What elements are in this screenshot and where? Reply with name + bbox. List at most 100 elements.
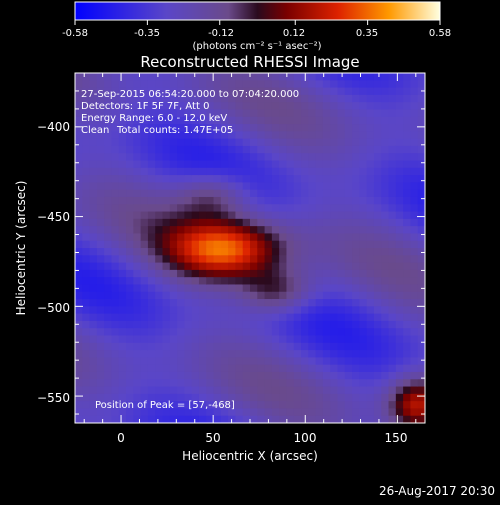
heatmap-cell <box>242 226 251 234</box>
heatmap-cell <box>337 255 346 264</box>
heatmap-cell <box>191 328 200 336</box>
heatmap-cell <box>410 255 419 264</box>
heatmap-cell <box>315 306 324 315</box>
heatmap-cell <box>118 124 127 132</box>
heatmap-cell <box>82 182 91 191</box>
heatmap-cell <box>395 269 404 278</box>
heatmap-cell <box>140 124 149 132</box>
heatmap-cell <box>104 299 112 307</box>
heatmap-cell <box>410 291 419 300</box>
heatmap-cell <box>133 233 142 242</box>
heatmap-cell <box>220 277 229 285</box>
heatmap-cell <box>184 196 193 205</box>
heatmap-cell <box>206 196 215 205</box>
heatmap-cell <box>177 87 185 96</box>
heatmap-cell <box>264 291 273 300</box>
heatmap-cell <box>213 335 222 344</box>
heatmap-cell <box>293 284 302 293</box>
heatmap-cell <box>322 357 331 366</box>
heatmap-cell <box>301 124 309 132</box>
heatmap-cell <box>286 393 295 402</box>
heatmap-cell <box>96 182 105 191</box>
heatmap-cell <box>257 226 266 234</box>
heatmap-cell <box>286 364 295 373</box>
heatmap-cell <box>191 94 200 103</box>
heatmap-cell <box>301 138 309 147</box>
heatmap-cell <box>279 277 287 285</box>
heatmap-cell <box>352 167 360 176</box>
heatmap-cell <box>104 182 112 191</box>
heatmap-cell <box>286 357 295 366</box>
heatmap-cell <box>330 73 338 81</box>
heatmap-cell <box>242 335 251 344</box>
heatmap-cell <box>82 131 91 140</box>
heatmap-cell <box>235 408 244 417</box>
heatmap-cell <box>191 262 200 271</box>
heatmap-cell <box>133 357 142 366</box>
heatmap-cell <box>373 291 382 300</box>
heatmap-cell <box>75 357 83 366</box>
heatmap-cell <box>352 408 360 417</box>
heatmap-cell <box>293 160 302 169</box>
heatmap-cell <box>417 175 426 183</box>
heatmap-cell <box>381 291 390 300</box>
heatmap-cell <box>155 277 163 285</box>
heatmap-cell <box>104 335 112 344</box>
heatmap-cell <box>111 109 120 118</box>
heatmap-cell <box>89 262 98 271</box>
heatmap-cell <box>286 189 295 198</box>
heatmap-cell <box>373 364 382 373</box>
heatmap-cell <box>177 167 185 176</box>
heatmap-cell <box>410 204 419 213</box>
heatmap-cell <box>89 153 98 161</box>
heatmap-cell <box>417 386 426 395</box>
heatmap-cell <box>147 401 156 409</box>
heatmap-cell <box>410 371 419 380</box>
heatmap-cell <box>184 233 193 242</box>
heatmap-cell <box>366 240 375 249</box>
heatmap-cell <box>257 277 266 285</box>
heatmap-cell <box>206 102 215 110</box>
heatmap-cell <box>228 175 236 183</box>
heatmap-cell <box>89 379 98 388</box>
heatmap-cell <box>271 87 280 96</box>
heatmap-cell <box>301 80 309 89</box>
heatmap-cell <box>147 153 156 161</box>
heatmap-cell <box>140 291 149 300</box>
heatmap-cell <box>352 138 360 147</box>
heatmap-cell <box>169 73 178 81</box>
heatmap-cell <box>308 248 317 256</box>
heatmap-cell <box>264 313 273 322</box>
heatmap-cell <box>264 408 273 417</box>
heatmap-cell <box>395 160 404 169</box>
heatmap-cell <box>82 248 91 256</box>
heatmap-cell <box>220 189 229 198</box>
heatmap-cell <box>322 306 331 315</box>
heatmap-cell <box>162 226 171 234</box>
heatmap-cell <box>133 393 142 402</box>
heatmap-cell <box>118 335 127 344</box>
heatmap-cell <box>104 357 112 366</box>
heatmap-cell <box>111 196 120 205</box>
heatmap-cell <box>315 211 324 220</box>
heatmap-cell <box>279 102 287 110</box>
heatmap-cell <box>198 320 207 329</box>
heatmap-cell <box>315 175 324 183</box>
heatmap-cell <box>388 233 397 242</box>
heatmap-cell <box>293 342 302 351</box>
heatmap-cell <box>140 94 149 103</box>
heatmap-cell <box>381 87 390 96</box>
heatmap-cell <box>111 415 120 424</box>
heatmap-cell <box>264 306 273 315</box>
heatmap-cell <box>191 415 200 424</box>
heatmap-cell <box>366 335 375 344</box>
heatmap-cell <box>89 73 98 81</box>
heatmap-cell <box>191 313 200 322</box>
heatmap-cell <box>162 291 171 300</box>
heatmap-cell <box>140 218 149 227</box>
heatmap-cell <box>111 401 120 409</box>
heatmap-cell <box>308 342 317 351</box>
heatmap-cell <box>359 218 368 227</box>
heatmap-cell <box>344 160 353 169</box>
heatmap-cell <box>308 182 317 191</box>
